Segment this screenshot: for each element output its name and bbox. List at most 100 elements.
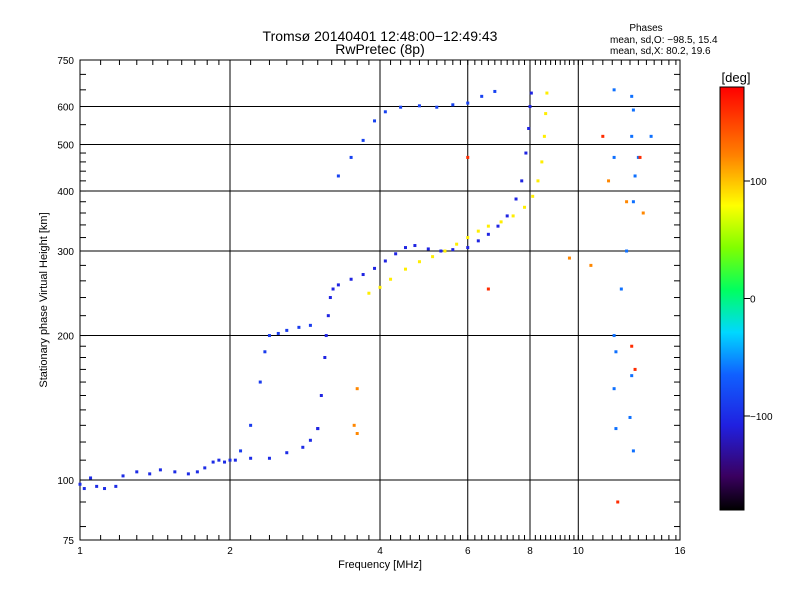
data-point	[455, 242, 459, 246]
data-point	[258, 380, 262, 384]
data-point	[355, 432, 359, 436]
data-point	[601, 134, 605, 138]
x-tick-label: 4	[377, 546, 383, 557]
data-point	[607, 179, 611, 183]
data-point	[614, 350, 618, 354]
data-point	[545, 91, 549, 95]
data-point	[403, 267, 407, 271]
stats-x: mean, sd,X: 80.2, 19.6	[610, 46, 711, 57]
data-point	[78, 482, 82, 486]
data-point	[612, 387, 616, 391]
data-point	[443, 249, 447, 253]
x-tick-label: 16	[674, 546, 686, 557]
x-axis-label: Frequency [MHz]	[338, 559, 422, 571]
data-point	[466, 246, 470, 250]
data-point	[301, 445, 305, 449]
data-point	[630, 374, 634, 378]
data-point	[89, 476, 93, 480]
data-point	[383, 110, 387, 114]
y-tick-label: 500	[57, 141, 74, 152]
data-point	[431, 255, 435, 259]
data-point	[349, 155, 353, 159]
data-point	[367, 291, 371, 295]
data-point	[195, 470, 199, 474]
data-point	[373, 119, 377, 123]
data-point	[95, 484, 99, 488]
data-point	[542, 134, 546, 138]
data-point	[186, 472, 190, 476]
data-point	[211, 460, 215, 464]
stats-header: Phases	[629, 23, 662, 34]
data-point	[173, 470, 177, 474]
data-point	[426, 247, 430, 251]
data-point	[493, 89, 497, 93]
data-point	[514, 197, 518, 201]
data-point	[373, 266, 377, 270]
data-point	[486, 287, 490, 291]
data-point	[466, 155, 470, 159]
colorbar-title: [deg]	[722, 70, 751, 85]
data-point	[285, 328, 289, 332]
data-point	[616, 500, 620, 504]
data-point	[630, 94, 634, 98]
data-point	[403, 246, 407, 250]
y-tick-label: 300	[57, 247, 74, 258]
data-point	[619, 287, 623, 291]
data-point	[378, 285, 382, 289]
grid-lines	[80, 60, 680, 540]
data-point	[567, 256, 571, 260]
data-point	[476, 239, 480, 243]
data-point	[612, 334, 616, 338]
y-tick-label: 200	[57, 332, 74, 343]
x-tick-label: 1	[77, 546, 83, 557]
data-point	[103, 487, 107, 491]
colorbar-ticks: 100 0 −100	[744, 177, 773, 423]
data-point	[323, 355, 327, 359]
data-points	[78, 88, 653, 504]
data-point	[536, 179, 540, 183]
y-tick-label: 100	[57, 476, 74, 487]
data-point	[631, 449, 635, 453]
data-point	[349, 277, 353, 281]
y-tick-label: 75	[63, 536, 75, 547]
data-point	[297, 325, 301, 329]
data-point	[625, 200, 629, 204]
data-point	[631, 200, 635, 204]
data-point	[233, 458, 237, 462]
data-point	[361, 138, 365, 142]
data-point	[114, 484, 118, 488]
data-point	[451, 103, 455, 107]
data-point	[223, 460, 227, 464]
data-point	[628, 415, 632, 419]
colorbar-tick-label: 0	[750, 295, 756, 306]
data-point	[466, 101, 470, 105]
data-point	[476, 229, 480, 233]
x-tick-label: 6	[465, 546, 471, 557]
y-tick-labels: 75 100 200 300 400 500 600 750	[57, 56, 74, 547]
stats-o: mean, sd,O: −98.5, 15.4	[610, 35, 718, 46]
x-tick-labels: 1 2 4 6 8 10 16	[77, 546, 686, 557]
data-point	[528, 105, 532, 109]
data-point	[239, 449, 243, 453]
data-point	[486, 232, 490, 236]
data-point	[625, 249, 629, 253]
data-point	[523, 205, 527, 209]
data-point	[499, 220, 503, 224]
minor-ticks	[80, 60, 680, 540]
data-point	[524, 151, 528, 155]
data-point	[228, 458, 232, 462]
data-point	[631, 108, 635, 112]
data-point	[527, 126, 531, 130]
y-tick-label: 750	[57, 56, 74, 67]
data-point	[308, 323, 312, 327]
data-point	[480, 94, 484, 98]
data-point	[612, 88, 616, 92]
data-point	[217, 458, 221, 462]
data-point	[511, 214, 515, 218]
data-point	[413, 244, 417, 248]
data-point	[589, 263, 593, 267]
data-point	[135, 470, 139, 474]
data-point	[336, 174, 340, 178]
x-tick-label: 10	[573, 546, 585, 557]
data-point	[328, 296, 332, 300]
